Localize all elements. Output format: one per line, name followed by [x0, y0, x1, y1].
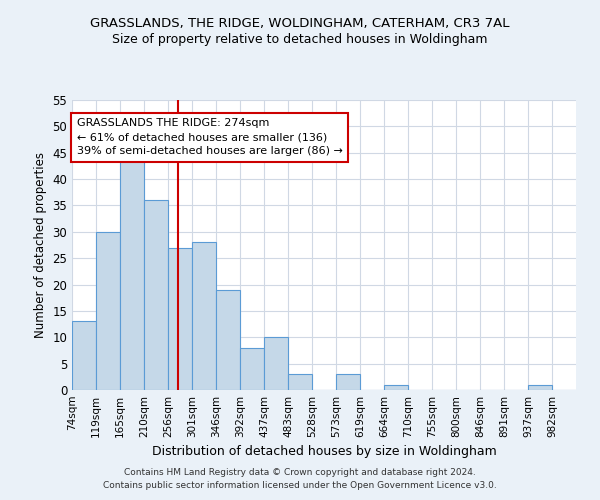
Bar [144, 200, 168, 390]
Bar [240, 348, 264, 390]
Bar [168, 248, 192, 390]
Text: GRASSLANDS THE RIDGE: 274sqm
← 61% of detached houses are smaller (136)
39% of s: GRASSLANDS THE RIDGE: 274sqm ← 61% of de… [77, 118, 343, 156]
Bar [384, 384, 409, 390]
Bar [264, 338, 289, 390]
Text: Size of property relative to detached houses in Woldingham: Size of property relative to detached ho… [112, 32, 488, 46]
Bar [216, 290, 240, 390]
Text: Contains public sector information licensed under the Open Government Licence v3: Contains public sector information licen… [103, 480, 497, 490]
Y-axis label: Number of detached properties: Number of detached properties [34, 152, 47, 338]
Bar [96, 232, 120, 390]
Bar [336, 374, 360, 390]
X-axis label: Distribution of detached houses by size in Woldingham: Distribution of detached houses by size … [152, 446, 496, 458]
Bar [72, 322, 96, 390]
Bar [529, 384, 552, 390]
Bar [192, 242, 216, 390]
Bar [289, 374, 312, 390]
Text: GRASSLANDS, THE RIDGE, WOLDINGHAM, CATERHAM, CR3 7AL: GRASSLANDS, THE RIDGE, WOLDINGHAM, CATER… [90, 18, 510, 30]
Text: Contains HM Land Registry data © Crown copyright and database right 2024.: Contains HM Land Registry data © Crown c… [124, 468, 476, 477]
Bar [120, 158, 144, 390]
